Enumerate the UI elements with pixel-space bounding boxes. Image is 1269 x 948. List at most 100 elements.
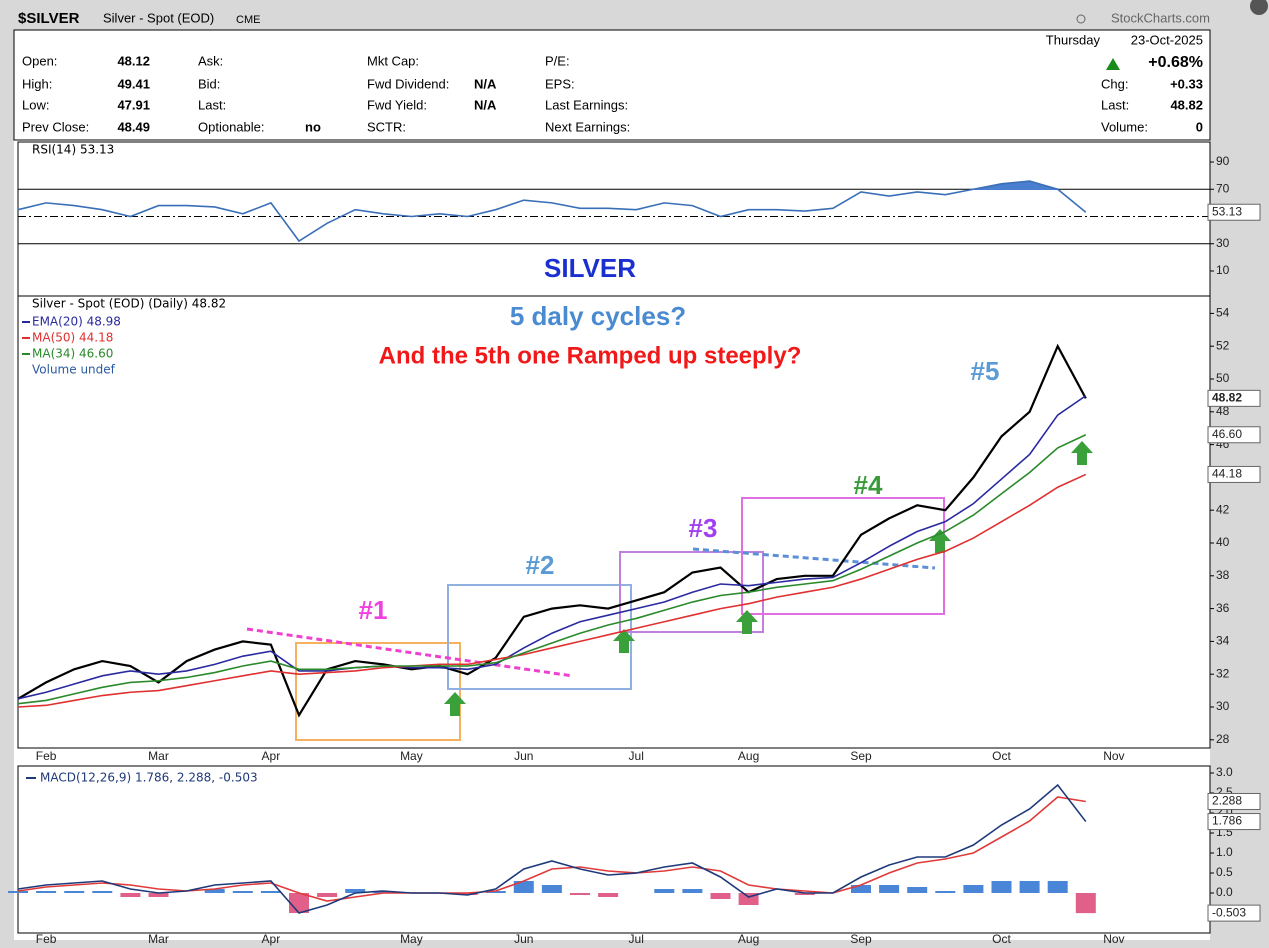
field-label: Last: xyxy=(1101,97,1129,112)
histogram-bar xyxy=(373,891,394,893)
annotation: #1 xyxy=(359,595,388,625)
last-value-box xyxy=(1207,203,1261,221)
last-value-box xyxy=(1207,904,1261,922)
last-value-label: 53.13 xyxy=(1212,204,1242,218)
last-value-label: 46.60 xyxy=(1212,427,1242,441)
last-value-box xyxy=(1207,813,1261,831)
annotation: 5 daly cycles? xyxy=(510,301,686,331)
y-tick-label: 48 xyxy=(1216,404,1230,418)
x-tick-label: Sep xyxy=(850,932,872,946)
field-value: 48.49 xyxy=(117,119,150,134)
histogram-bar xyxy=(570,893,590,895)
field-label: Volume: xyxy=(1101,119,1148,134)
histogram-bar xyxy=(879,885,900,893)
histogram-bar xyxy=(513,881,534,893)
price-frame xyxy=(17,295,1211,749)
y-tick-label: 42 xyxy=(1216,502,1230,516)
y-tick-label: 30 xyxy=(1216,699,1230,713)
x-tick-label: Jun xyxy=(514,749,533,763)
arrows xyxy=(444,441,1093,716)
green-arrow xyxy=(1071,441,1093,465)
x-tick-label: Aug xyxy=(738,749,759,763)
histogram-bar xyxy=(289,893,309,913)
x-tick-label: Jul xyxy=(629,932,644,946)
field-value: 47.91 xyxy=(117,97,150,112)
field-label: Fwd Dividend: xyxy=(367,76,449,91)
histogram-bar xyxy=(8,891,28,893)
histogram-bar xyxy=(36,891,57,893)
y-tick-label: 40 xyxy=(1216,535,1230,549)
y-tick-label: 32 xyxy=(1216,666,1230,680)
field-label: Low: xyxy=(22,97,49,112)
histogram-bar xyxy=(851,885,871,893)
field-label: SCTR: xyxy=(367,119,406,134)
y-tick-label: 90 xyxy=(1216,154,1230,168)
series-line xyxy=(17,180,1087,243)
histogram-bar xyxy=(232,891,253,893)
annotation: #4 xyxy=(854,470,883,500)
green-arrow xyxy=(444,692,466,716)
x-tick-label: Nov xyxy=(1103,932,1124,946)
x-tick-label: Oct xyxy=(992,749,1011,763)
y-tick-label: 38 xyxy=(1216,568,1230,582)
field-value: 49.41 xyxy=(117,76,150,91)
y-tick-label: 50 xyxy=(1216,371,1230,385)
cycle-box xyxy=(741,497,945,615)
green-arrow xyxy=(736,610,758,634)
chart-area xyxy=(14,30,1210,940)
legend-entry: RSI(14) 53.13 xyxy=(32,143,114,157)
histogram-bar xyxy=(963,885,984,893)
header-box xyxy=(13,29,1211,141)
x-tick-label: Apr xyxy=(262,932,281,946)
y-tick-label: 3.0 xyxy=(1216,765,1233,779)
y-tick-label: 28 xyxy=(1216,732,1230,746)
y-tick-label: 0.0 xyxy=(1216,885,1233,899)
close-button[interactable] xyxy=(1250,0,1268,15)
histogram-bar xyxy=(317,893,338,897)
histogram-bar xyxy=(1047,881,1068,893)
y-tick-label: 70 xyxy=(1216,181,1230,195)
field-label: Prev Close: xyxy=(22,119,89,134)
symbol-name: Silver - Spot (EOD) xyxy=(103,10,214,25)
histogram-bar xyxy=(345,889,366,893)
field-label: Mkt Cap: xyxy=(367,53,419,68)
field-label: High: xyxy=(22,76,52,91)
annotation: #2 xyxy=(526,550,555,580)
x-tick-label: Oct xyxy=(992,932,1011,946)
histogram-bar xyxy=(682,889,703,893)
histogram-bar xyxy=(204,889,225,893)
last-value-box xyxy=(1207,389,1261,407)
annotation: And the 5th one Ramped up steeply? xyxy=(379,342,802,369)
x-tick-label: Apr xyxy=(262,749,281,763)
field-label: Fwd Yield: xyxy=(367,97,427,112)
series-line xyxy=(17,434,1087,705)
histogram-bar xyxy=(485,891,506,893)
x-tick-label: Jul xyxy=(629,749,644,763)
histogram-bar xyxy=(598,893,619,897)
trend-line xyxy=(246,627,574,678)
field-value: 48.82 xyxy=(1170,97,1203,112)
histogram-bar xyxy=(654,889,675,893)
histogram-bar xyxy=(92,891,113,893)
field-value: N/A xyxy=(474,76,497,91)
x-tick-label: Feb xyxy=(36,932,57,946)
x-tick-label: Mar xyxy=(148,749,169,763)
field-label: Ask: xyxy=(198,53,223,68)
histogram-bar xyxy=(794,893,815,895)
field-label: Last: xyxy=(198,97,226,112)
legend-entry: MACD(12,26,9) 1.786, 2.288, -0.503 xyxy=(40,771,258,785)
field-value: no xyxy=(305,119,321,134)
x-tick-label: Mar xyxy=(148,932,169,946)
field-label: Bid: xyxy=(198,76,220,91)
symbol: $SILVER xyxy=(18,10,80,27)
change-pct: +0.68% xyxy=(1148,54,1203,71)
green-arrow xyxy=(929,529,951,553)
histogram-bar xyxy=(1075,893,1096,914)
histogram-bar xyxy=(457,893,478,895)
annotation: #3 xyxy=(689,513,718,543)
y-tick-label: 10 xyxy=(1216,263,1230,277)
field-value: N/A xyxy=(474,97,497,112)
x-tick-label: May xyxy=(400,932,423,946)
y-tick-label: 1.0 xyxy=(1216,845,1233,859)
